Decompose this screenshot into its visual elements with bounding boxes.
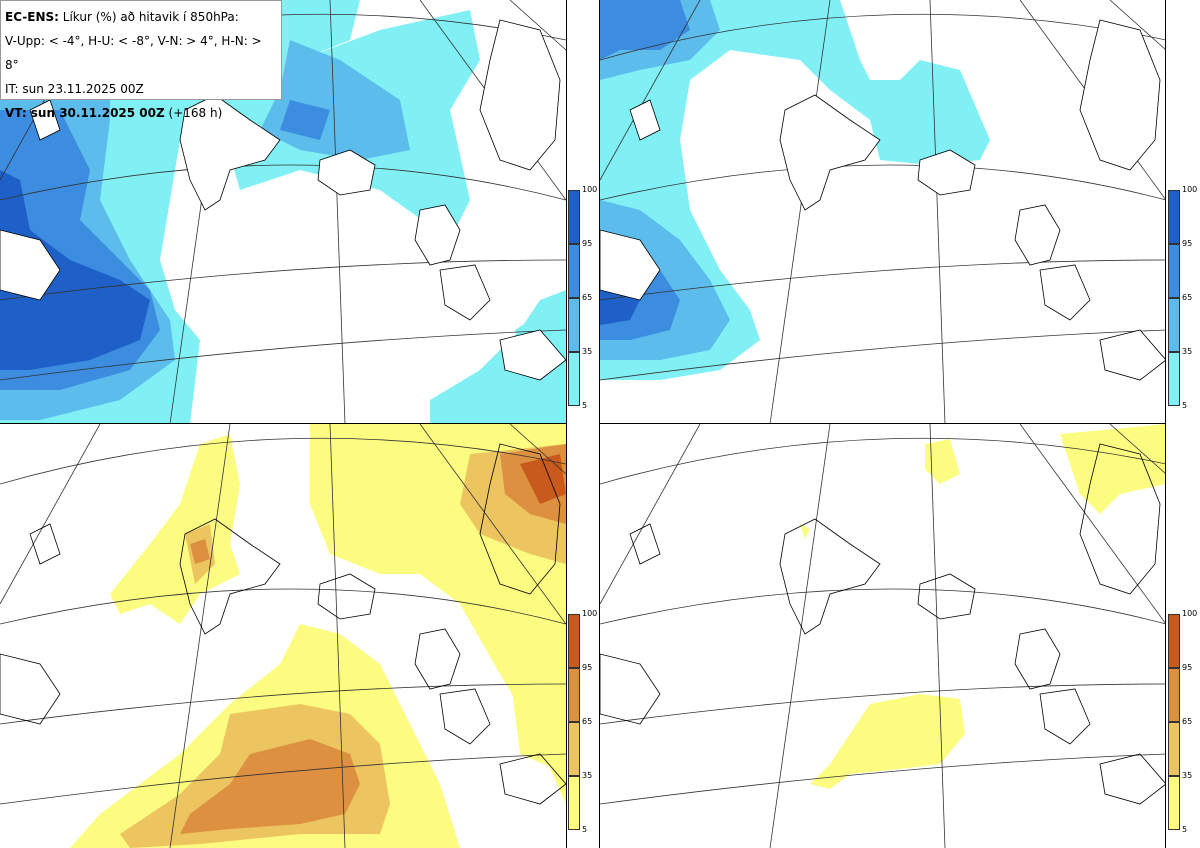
colorbar-tick-label: 35 [1182,771,1193,780]
map-panel-cold-strong [600,0,1166,424]
colorbar-tick-label: 100 [582,185,598,194]
divider-right [600,423,1166,424]
graticule [0,424,566,848]
colorbar-swatch [1168,298,1180,352]
colorbar-tick-label: 5 [1182,401,1188,410]
info-title-line: EC-ENS: Líkur (%) að hitavik í 850hPa: [5,5,277,29]
colorbar-tick-label: 95 [1182,239,1193,248]
map-panel-warm-weak [0,424,566,848]
probability-field-max [0,170,150,370]
colorbar-tick-label: 35 [582,771,593,780]
map-panel-warm-strong [600,424,1166,848]
colorbar-swatch [568,776,580,830]
thresholds-text: V-Upp: < -4°, H-U: < -8°, V-N: > 4°, H-N… [5,34,262,72]
map-cold-strong [600,0,1166,424]
coastlines [0,443,566,805]
lead-time: (+168 h) [168,106,223,120]
colorbar-warm-strong: 100 95 65 35 5 [1168,610,1200,834]
colorbar-cold-weak: 100 95 65 35 5 [568,186,608,410]
colorbar-tick-label: 65 [582,717,593,726]
divider-left [0,423,566,424]
colorbar-tick-label: 100 [1182,185,1198,194]
map-warm-strong [600,424,1166,848]
probability-field-max [520,454,566,504]
colorbar-swatch [1168,776,1180,830]
colorbar-tick-label: 5 [582,401,588,410]
graticule [600,424,1166,848]
colorbar-warm-weak: 100 95 65 35 5 [568,610,608,834]
colorbar-tick-label: 35 [582,347,593,356]
colorbar-swatch [568,722,580,776]
colorbar-swatch [568,298,580,352]
colorbar-tick-label: 100 [582,609,598,618]
colorbar-tick-label: 5 [1182,825,1188,834]
map-warm-weak [0,424,566,848]
coastlines [0,19,566,381]
probability-field-low [800,424,1166,789]
divider-right-edge [599,0,600,848]
map-panel-cold-weak [0,0,566,424]
colorbar-swatch [568,668,580,722]
init-time: IT: sun 23.11.2025 00Z [5,82,144,96]
colorbar-tick-label: 95 [582,663,593,672]
colorbar-tick-label: 65 [1182,717,1193,726]
colorbar-swatch [1168,722,1180,776]
coastlines [600,19,1166,381]
colorbar-swatch [568,352,580,406]
colorbar-tick-label: 65 [1182,293,1193,302]
colorbar-swatch [1168,668,1180,722]
colorbar-swatch [1168,244,1180,298]
colorbar-swatch [1168,190,1180,244]
colorbar-swatch [568,614,580,668]
colorbar-swatch [1168,614,1180,668]
colorbar-tick-label: 95 [1182,663,1193,672]
divider-far-edge [1165,0,1166,848]
colorbar-tick-label: 65 [582,293,593,302]
colorbar-cold-strong: 100 95 65 35 5 [1168,186,1200,410]
colorbar-tick-label: 95 [582,239,593,248]
info-box: EC-ENS: Líkur (%) að hitavik í 850hPa: V… [0,0,282,120]
colorbar-tick-label: 100 [1182,609,1198,618]
colorbar-tick-label: 35 [1182,347,1193,356]
coastlines [600,443,1166,805]
title-text: Líkur (%) að hitavik í 850hPa: [62,10,239,24]
valid-time: VT: sun 30.11.2025 00Z [5,106,165,120]
colorbar-swatch [568,244,580,298]
model-label: EC-ENS: [5,10,59,24]
divider-left-edge [566,0,567,848]
colorbar-swatch [1168,352,1180,406]
valid-time-line: VT: sun 30.11.2025 00Z (+168 h) [5,101,277,125]
colorbar-tick-label: 5 [582,825,588,834]
colorbar-swatch [568,190,580,244]
graticule [600,0,1166,424]
